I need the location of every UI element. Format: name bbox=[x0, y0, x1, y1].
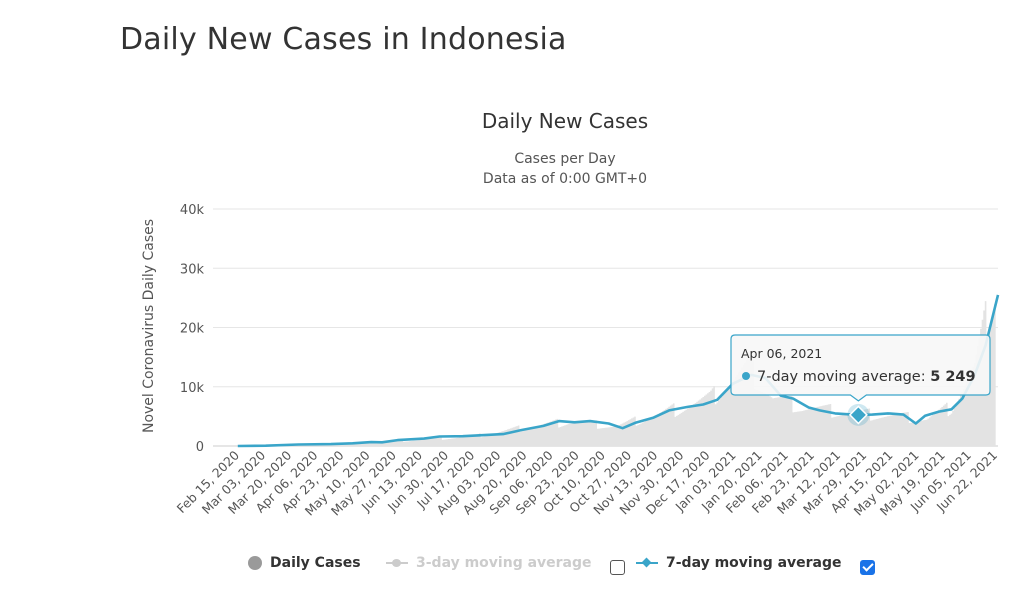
line-diamond-marker-icon bbox=[636, 556, 658, 570]
legend-label: Daily Cases bbox=[270, 555, 361, 571]
tooltip-value: 5 249 bbox=[930, 369, 975, 385]
chart-subtitle-line-1: Cases per Day bbox=[514, 151, 615, 167]
circle-marker-icon bbox=[248, 556, 262, 570]
legend-item-daily-cases[interactable]: Daily Cases bbox=[248, 555, 361, 571]
y-axis-label: Novel Coronavirus Daily Cases bbox=[141, 219, 157, 433]
grid bbox=[213, 208, 998, 447]
legend-item-3-day-average[interactable]: 3-day moving average bbox=[386, 555, 592, 571]
tooltip-box bbox=[730, 334, 991, 402]
daily-new-cases-chart: Daily New Cases Cases per Day Data as of… bbox=[141, 109, 1000, 519]
series-lines bbox=[237, 294, 1000, 448]
chart-subtitle-line-2: Data as of 0:00 GMT+0 bbox=[483, 171, 647, 187]
page-title: Daily New Cases in Indonesia bbox=[120, 22, 567, 57]
y-tick-label: 30k bbox=[180, 262, 205, 277]
y-tick-label: 40k bbox=[180, 203, 205, 218]
legend-label: 7-day moving average bbox=[666, 555, 842, 571]
y-tick-label: 20k bbox=[180, 322, 205, 337]
checkbox-7-day-average[interactable] bbox=[860, 560, 875, 575]
legend-item-7-day-average[interactable]: 7-day moving average bbox=[636, 555, 842, 571]
y-tick-label: 10k bbox=[180, 381, 205, 396]
chart-title: Daily New Cases bbox=[482, 109, 648, 133]
legend: Daily Cases 3-day moving average 7-day m… bbox=[0, 555, 1024, 579]
series-line-7-day-moving-average bbox=[237, 294, 1000, 448]
y-tick-label: 0 bbox=[196, 440, 204, 455]
checkbox-3-day-average[interactable] bbox=[610, 560, 625, 575]
tooltip-series-dot bbox=[742, 372, 750, 380]
hover-point-marker bbox=[848, 405, 868, 425]
line-circle-marker-icon bbox=[386, 556, 408, 570]
tooltip-series-label: 7-day moving average: 5 249 bbox=[757, 369, 976, 385]
legend-label: 3-day moving average bbox=[416, 555, 592, 571]
y-axis: 0 10k 20k 30k 40k bbox=[180, 203, 205, 455]
tooltip-date: Apr 06, 2021 bbox=[741, 346, 822, 361]
tooltip: Apr 06, 2021 7-day moving average: 5 249 bbox=[730, 334, 991, 426]
